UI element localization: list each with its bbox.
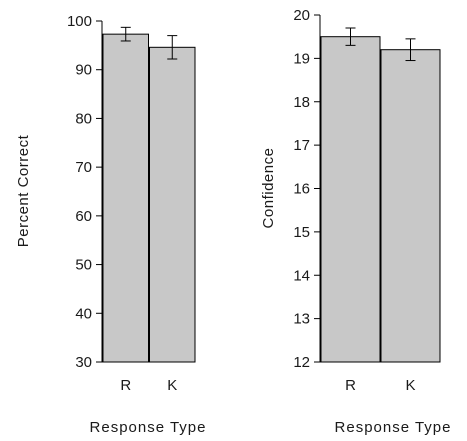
x-tick-label-R: R (345, 377, 356, 394)
y-tick-label: 30 (75, 354, 92, 371)
bar-K (149, 46, 196, 363)
x-tick-label-R: R (120, 377, 131, 394)
y-tick-label: 40 (75, 305, 92, 322)
y-tick-label: 17 (293, 137, 310, 154)
y-tick-label: 90 (75, 62, 92, 79)
y-tick-label: 20 (293, 7, 310, 24)
y-tick-label: 15 (293, 224, 310, 241)
bar-R (102, 33, 149, 363)
y-tick-label: 14 (293, 267, 310, 284)
y-tick-label: 13 (293, 311, 310, 328)
y-tick-label: 80 (75, 110, 92, 127)
y-tick-label: 19 (293, 50, 310, 67)
y-tick-label: 18 (293, 94, 310, 111)
y-tick-label: 16 (293, 181, 310, 198)
x-tick-label-K: K (405, 377, 415, 394)
percent-correct-chart: 30 40 50 60 70 80 90 100 R K Percent Correct Respon… (15, 13, 207, 436)
x-tick-label-K: K (167, 377, 177, 394)
y-tick-label: 60 (75, 208, 92, 225)
y-tick-label: 100 (67, 13, 92, 30)
y-tick-label: 12 (293, 354, 310, 371)
y-tick-label: 50 (75, 257, 92, 274)
confidence-chart: 12 13 14 15 16 17 18 19 20 R K Confidence Response T… (260, 7, 452, 436)
x-axis-title: Response Type (90, 419, 207, 436)
y-tick-label: 70 (75, 159, 92, 176)
y-axis-title: Percent Correct (15, 134, 32, 247)
y-axis-title: Confidence (260, 148, 277, 229)
bar-K (380, 49, 441, 363)
x-axis-title: Response Type (335, 419, 452, 436)
bar-R (320, 36, 381, 363)
